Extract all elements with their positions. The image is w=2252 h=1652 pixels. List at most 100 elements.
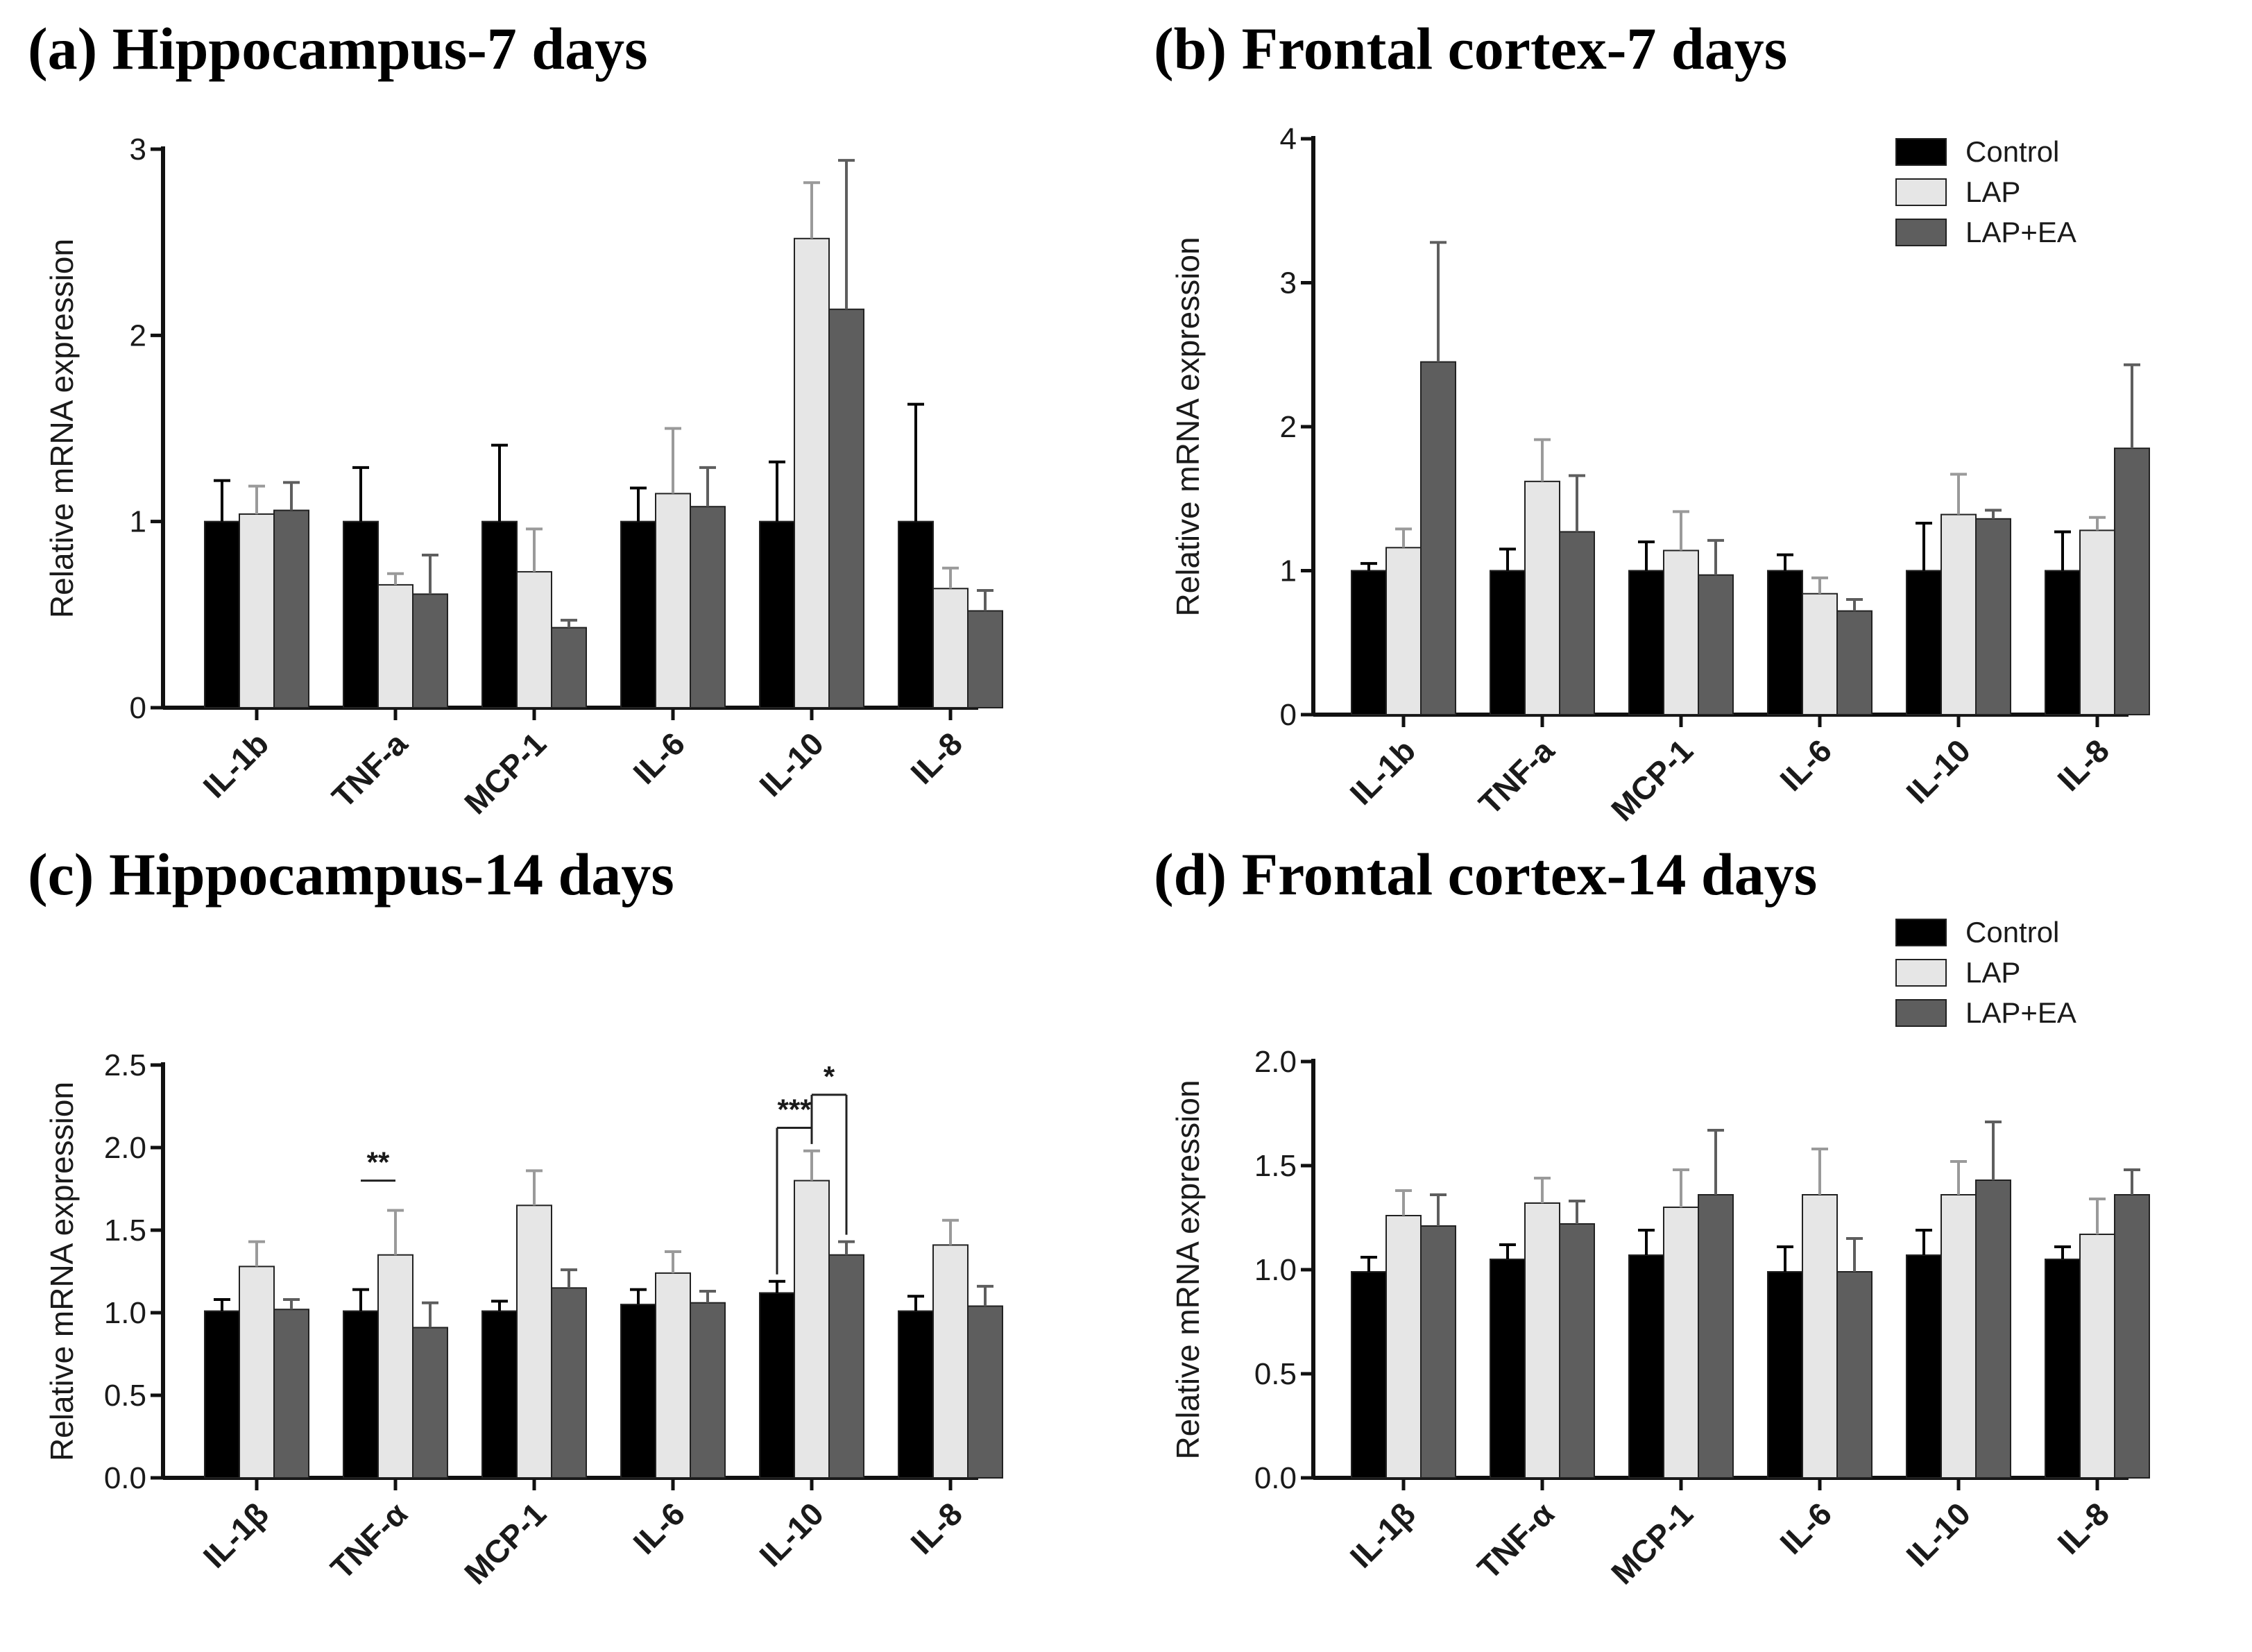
- bar: [1420, 361, 1456, 715]
- bar: [898, 1310, 934, 1479]
- legend-swatch: [1895, 178, 1947, 206]
- panel-a: (a) Hippocampus-7 days Relative mRNA exp…: [0, 0, 1110, 826]
- panel-b: (b) Frontal cortex-7 days Relative mRNA …: [1126, 0, 2236, 828]
- legend-swatch: [1895, 919, 1947, 946]
- x-tick-label: MCP-1: [1604, 732, 1700, 828]
- bar: [1663, 1207, 1699, 1479]
- significance-label: ***: [777, 1093, 812, 1125]
- bar: [1767, 570, 1803, 715]
- y-tick-label: 0.5: [1254, 1357, 1297, 1391]
- x-tick-label: IL-8: [2050, 1495, 2116, 1561]
- x-tick-label: IL-10: [752, 725, 830, 803]
- chart: Relative mRNA expression 0.0 0.5 1.0 1.5 2.0 I…: [1170, 916, 2150, 1591]
- x-tick-label: IL-10: [752, 1495, 830, 1574]
- bar: [2079, 529, 2115, 716]
- legend-swatch: [1895, 219, 1947, 246]
- bar: [1524, 1202, 1560, 1479]
- y-tick-label: 2.5: [104, 1048, 146, 1082]
- y-tick-label: 1: [130, 505, 146, 539]
- bar: [967, 1305, 1003, 1479]
- bar: [1628, 570, 1664, 715]
- bar: [273, 1309, 309, 1479]
- x-tick-label: IL-6: [1773, 732, 1839, 798]
- x-tick-label: IL-1b: [1343, 732, 1422, 811]
- legend-swatch: [1895, 959, 1947, 987]
- y-tick-label: 2.0: [104, 1131, 146, 1165]
- y-tick-label: 2: [1280, 410, 1297, 444]
- bar: [1836, 1271, 1873, 1479]
- panel-title: (d) Frontal cortex-14 days: [1154, 841, 1818, 908]
- bar: [1351, 1271, 1387, 1479]
- bar: [551, 627, 587, 708]
- bar: [481, 520, 518, 709]
- legend-swatch: [1895, 138, 1947, 166]
- bar: [1559, 1223, 1595, 1479]
- bar: [551, 1287, 587, 1479]
- y-tick-label: 0.5: [104, 1379, 146, 1413]
- bar: [1524, 480, 1560, 715]
- x-tick-label: IL-1β: [196, 1495, 275, 1574]
- bar: [239, 513, 275, 709]
- x-tick-label: TNF-a: [1472, 732, 1561, 821]
- y-axis-label: Relative mRNA expression: [1170, 1080, 1206, 1459]
- bar: [377, 1254, 413, 1479]
- bar: [1420, 1225, 1456, 1479]
- bar: [343, 1310, 379, 1479]
- x-tick-label: MCP-1: [457, 725, 553, 821]
- y-tick-label: 1.5: [1254, 1149, 1297, 1183]
- legend-label: LAP+EA: [1965, 996, 2076, 1029]
- bar: [377, 584, 413, 709]
- bar: [204, 1310, 240, 1479]
- panel-title: (b) Frontal cortex-7 days: [1154, 15, 1788, 82]
- legend-label: LAP: [1965, 176, 2020, 208]
- bar: [1663, 550, 1699, 716]
- legend-label: LAP: [1965, 956, 2020, 989]
- y-tick-label: 3: [130, 133, 146, 167]
- y-tick-label: 2: [130, 318, 146, 352]
- bar: [1940, 1194, 1977, 1479]
- bar: [516, 1204, 552, 1479]
- legend-swatch: [1895, 999, 1947, 1027]
- x-tick-label: IL-10: [1899, 732, 1977, 810]
- bar: [1975, 1180, 2011, 1479]
- bar: [1802, 593, 1838, 716]
- bar: [932, 1244, 969, 1479]
- bar: [967, 610, 1003, 709]
- x-tick-label: IL-8: [903, 1495, 969, 1561]
- bar: [239, 1266, 275, 1479]
- y-tick-label: 0: [130, 691, 146, 725]
- bar: [204, 520, 240, 709]
- bar: [412, 1327, 448, 1479]
- y-tick-label: 0.0: [104, 1461, 146, 1495]
- x-tick-label: TNF-α: [323, 1495, 414, 1586]
- y-axis-label: Relative mRNA expression: [44, 1082, 80, 1461]
- x-tick-label: TNF-a: [325, 725, 414, 815]
- bar: [1698, 574, 1734, 715]
- bar: [516, 571, 552, 708]
- bar: [690, 506, 726, 708]
- bar: [898, 520, 934, 709]
- bar: [481, 1310, 518, 1479]
- panel-title: (c) Hippocampus-14 days: [28, 841, 674, 908]
- bar: [1906, 1254, 1942, 1479]
- x-tick-label: IL-6: [626, 1495, 692, 1561]
- chart: Relative mRNA expression 0.0 0.5 1.0 1.5 2.0 2…: [44, 1048, 1003, 1591]
- bar: [620, 520, 656, 709]
- bar: [1490, 1259, 1526, 1479]
- bar: [932, 588, 969, 708]
- bar: [655, 493, 691, 709]
- bar: [690, 1302, 726, 1479]
- bar: [759, 1292, 795, 1479]
- x-tick-label: IL-1b: [196, 725, 275, 804]
- bar: [655, 1272, 691, 1479]
- bar: [1767, 1271, 1803, 1479]
- bar: [1698, 1194, 1734, 1479]
- bar: [273, 509, 309, 708]
- bar: [2079, 1234, 2115, 1479]
- y-tick-label: 1.0: [104, 1296, 146, 1330]
- bar: [1975, 518, 2011, 715]
- bar: [1940, 513, 1977, 715]
- x-tick-label: IL-8: [2050, 732, 2116, 798]
- bar: [828, 308, 864, 708]
- x-tick-label: IL-8: [903, 725, 969, 791]
